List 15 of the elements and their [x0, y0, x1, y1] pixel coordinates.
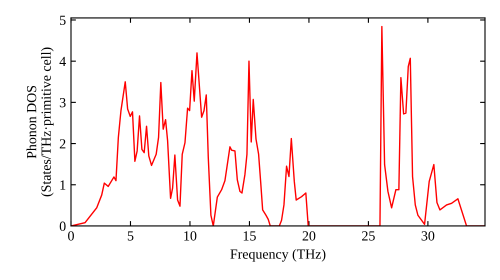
y-tick-label: 5 — [60, 16, 66, 25]
y-tick-label: 3 — [60, 98, 66, 108]
x-tick-label: 5 — [128, 231, 134, 241]
x-tick-label: 0 — [68, 231, 74, 241]
x-tick-label: 15 — [244, 231, 256, 241]
x-tick-label: 30 — [422, 231, 434, 241]
y-axis-title: Phonon DOS (States/THz·primitive cell) — [26, 48, 54, 196]
y-tick-label: 0 — [60, 222, 66, 231]
x-tick-label: 25 — [362, 231, 375, 241]
y-tick-label: 4 — [59, 56, 66, 66]
y-tick-label: 2 — [60, 139, 66, 148]
x-tick-label: 10 — [184, 231, 196, 241]
x-tick-label: 20 — [302, 231, 316, 241]
x-axis-title: Frequency (THz) — [230, 248, 326, 262]
y-tick-label: 1 — [60, 180, 66, 190]
